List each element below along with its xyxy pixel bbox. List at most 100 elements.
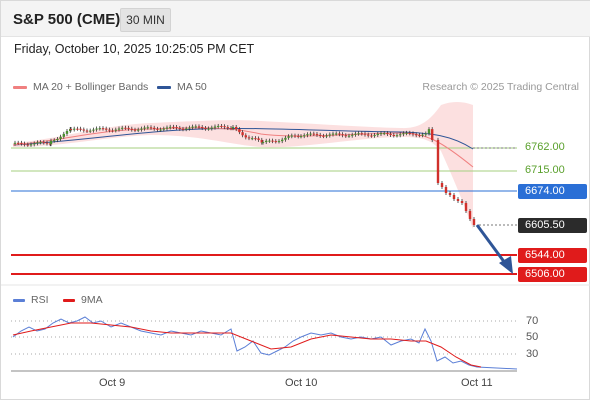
candle-body: [69, 128, 73, 130]
candle-body: [408, 132, 411, 134]
legend-label-9ma: 9MA: [81, 294, 103, 306]
candle-body: [383, 133, 386, 135]
candle-body: [341, 134, 344, 136]
candle-body: [42, 142, 45, 144]
x-tick-oct9: Oct 9: [99, 377, 126, 389]
candle-body: [204, 128, 207, 130]
candle-body: [149, 127, 153, 129]
rsi-tick-70: 70: [526, 315, 539, 327]
candle-body: [226, 127, 229, 129]
candle-body: [130, 128, 133, 130]
candle-body: [415, 134, 418, 136]
candle-body: [92, 129, 95, 131]
bollinger-band-fill: [13, 102, 473, 229]
candle-body: [244, 135, 247, 138]
candle-body: [306, 134, 309, 136]
candle-body: [370, 135, 373, 137]
candle-body: [185, 128, 188, 130]
legend-item-rsi: RSI: [13, 294, 49, 306]
candle-body: [143, 127, 146, 129]
candle-body: [379, 133, 383, 135]
candle-body: [354, 133, 357, 135]
candle-body: [201, 127, 204, 129]
ma50-line: [12, 127, 474, 150]
candle-body: [235, 127, 238, 130]
candle-body: [392, 134, 395, 136]
candle-body: [338, 133, 341, 135]
candle-body: [156, 128, 159, 130]
last-price-label: 6605.50: [518, 218, 587, 233]
legend-item-ma20: MA 20 + Bollinger Bands: [13, 81, 148, 93]
candle-body: [460, 201, 464, 203]
candle-body: [59, 136, 62, 139]
legend-label-ma50: MA 50: [177, 81, 207, 93]
forecast-arrow-shaft: [475, 224, 507, 264]
candle-body: [472, 219, 476, 225]
level-label-6506: 6506.00: [518, 267, 587, 282]
candle-body: [440, 183, 444, 187]
candle-body: [26, 144, 29, 146]
candle-body: [194, 126, 197, 128]
candle-body: [175, 127, 178, 129]
candle-body: [335, 133, 338, 135]
candle-body: [464, 203, 468, 211]
candle-body: [299, 136, 303, 138]
candle-body: [347, 135, 351, 137]
candle-body: [322, 135, 325, 137]
candle-body: [271, 140, 274, 142]
candle-body: [124, 127, 127, 129]
candle-body: [405, 132, 408, 134]
forecast-arrow-icon: [499, 256, 513, 274]
ma20-swatch-icon: [13, 85, 27, 89]
candle-body: [265, 140, 268, 143]
candle-body: [85, 130, 89, 132]
instrument-title: S&P 500 (CME): [13, 11, 121, 28]
candle-body: [114, 129, 117, 131]
candle-body: [290, 135, 293, 137]
candle-body: [319, 134, 322, 136]
candle-body: [373, 135, 376, 137]
candle-body: [468, 211, 472, 219]
candle-body: [431, 129, 434, 140]
candle-body: [29, 144, 33, 146]
candle-body: [411, 133, 415, 135]
candle-body: [56, 138, 59, 141]
candle-body: [293, 135, 297, 137]
candle-body: [281, 139, 284, 142]
candle-body: [165, 127, 169, 129]
timeframe-button[interactable]: 30 MIN: [120, 8, 171, 32]
candle-body: [357, 133, 360, 135]
legend-item-ma50: MA 50: [157, 81, 207, 93]
9ma-swatch-icon: [63, 298, 75, 302]
candle-body: [402, 133, 405, 135]
candle-body: [49, 140, 53, 145]
candle-body: [268, 140, 271, 142]
candle-body: [159, 129, 162, 131]
candle-body: [303, 135, 306, 137]
legend-item-9ma: 9MA: [63, 294, 103, 306]
candle-body: [247, 137, 251, 139]
candle-body: [395, 135, 399, 137]
candle-body: [65, 131, 69, 134]
candle-body: [223, 126, 226, 128]
candle-body: [181, 128, 185, 130]
candle-body: [105, 128, 108, 130]
candle-body: [98, 128, 101, 130]
candle-body: [444, 187, 448, 193]
x-tick-oct10: Oct 10: [285, 377, 318, 389]
candle-body: [284, 137, 287, 140]
candle-body: [309, 133, 312, 135]
legend-label-ma20: MA 20 + Bollinger Bands: [33, 81, 149, 93]
candle-body: [251, 138, 254, 140]
candle-body: [73, 128, 76, 130]
candle-body: [389, 133, 392, 135]
candle-body: [36, 142, 39, 144]
candle-body: [89, 130, 92, 132]
copyright-text: Research © 2025 Trading Central: [422, 81, 579, 93]
candle-body: [188, 127, 191, 129]
candle-body: [315, 133, 319, 135]
candle-body: [274, 141, 277, 143]
candle-body: [33, 143, 36, 145]
level-label-6715: 6715.00: [525, 164, 565, 176]
